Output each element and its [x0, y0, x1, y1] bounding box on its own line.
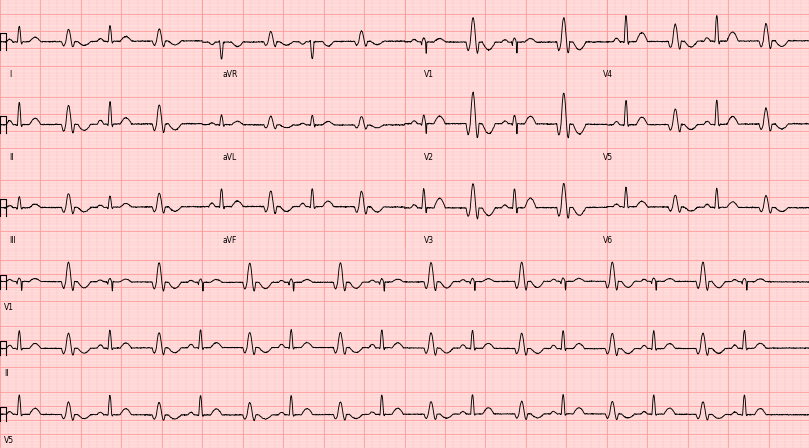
- Text: V1: V1: [4, 303, 14, 312]
- Text: I: I: [10, 70, 12, 79]
- Text: aVL: aVL: [222, 153, 237, 162]
- Text: V2: V2: [424, 153, 434, 162]
- Text: V1: V1: [424, 70, 434, 79]
- Text: V5: V5: [4, 436, 15, 445]
- Text: aVF: aVF: [222, 236, 237, 245]
- Text: V4: V4: [603, 70, 613, 79]
- Text: V5: V5: [603, 153, 613, 162]
- Text: II: II: [4, 370, 9, 379]
- Text: V6: V6: [603, 236, 613, 245]
- Text: III: III: [10, 236, 16, 245]
- Text: V3: V3: [424, 236, 434, 245]
- Text: II: II: [10, 153, 15, 162]
- Text: aVR: aVR: [222, 70, 238, 79]
